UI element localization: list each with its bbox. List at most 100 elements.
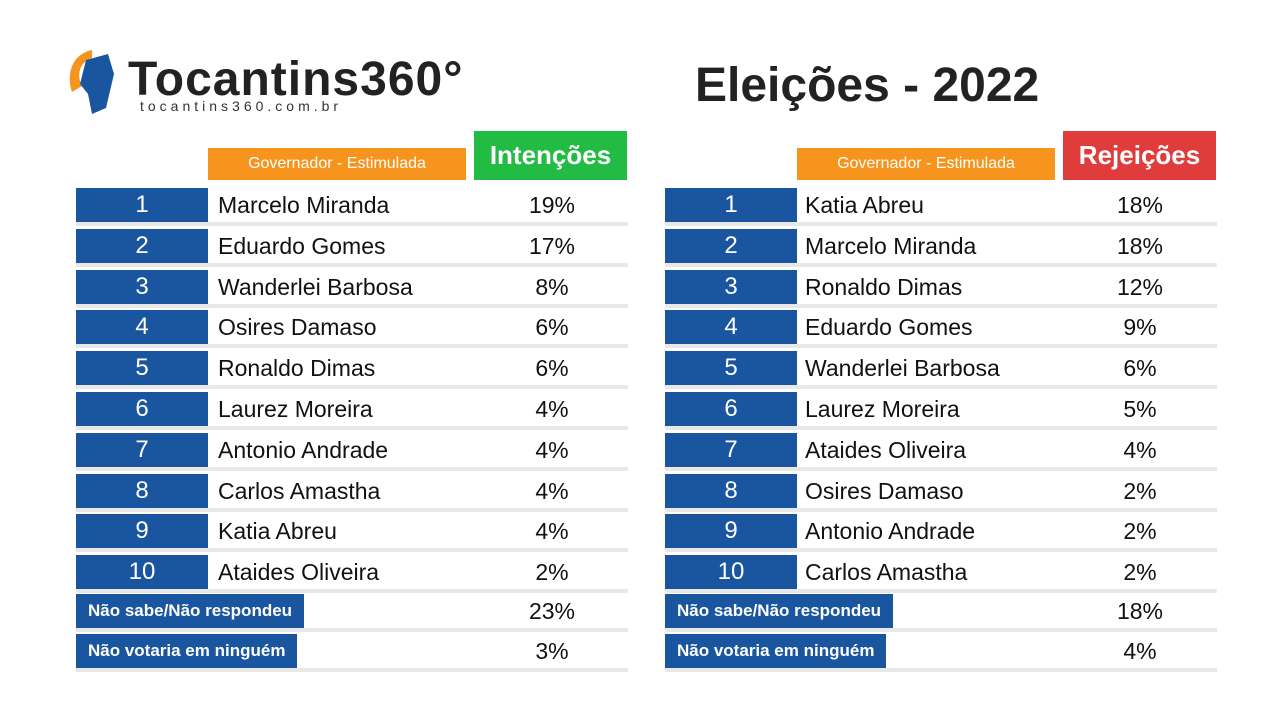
rank: 1	[76, 188, 208, 222]
percentage: 3%	[535, 638, 569, 664]
percentage: 6%	[1123, 355, 1157, 382]
rank: 9	[76, 514, 208, 549]
percentage: 5%	[1123, 396, 1157, 422]
extra-row: Não votaria em ninguém 4%	[665, 634, 1217, 672]
table-row: 10 Carlos Amastha 2%	[665, 555, 1217, 594]
candidate-name: Katia Abreu	[805, 192, 924, 218]
percentage: 4%	[535, 477, 569, 504]
table-row: 8 Carlos Amastha 4%	[76, 473, 628, 512]
extra-row: Não votaria em ninguém 3%	[76, 634, 628, 672]
rank: 9	[665, 514, 797, 549]
candidate-name: Ataides Oliveira	[805, 436, 967, 463]
logo: Tocantins360°	[128, 53, 464, 106]
table-row: 3 Ronaldo Dimas 12%	[665, 269, 1217, 308]
percentage: 4%	[1123, 638, 1157, 664]
table-row: 5 Ronaldo Dimas 6%	[76, 351, 628, 390]
percentage: 17%	[528, 232, 576, 259]
table-row: 5 Wanderlei Barbosa 6%	[665, 351, 1217, 390]
rank: 4	[665, 310, 797, 345]
candidate-name: Marcelo Miranda	[805, 232, 977, 259]
percentage: 18%	[1116, 598, 1164, 624]
rank: 6	[76, 392, 208, 426]
extra-row: Não sabe/Não respondeu 18%	[665, 594, 1217, 632]
candidate-name: Ataides Oliveira	[218, 559, 380, 586]
table-row: 4 Eduardo Gomes 9%	[665, 310, 1217, 349]
extra-label: Não sabe/Não respondeu	[665, 594, 894, 628]
rank: 8	[76, 473, 208, 508]
rank: 2	[665, 228, 797, 263]
table-row: 7 Antonio Andrade 4%	[76, 432, 628, 471]
table-row: 10 Ataides Oliveira 2%	[76, 555, 628, 594]
rank: 5	[665, 351, 797, 386]
candidate-name: Ronaldo Dimas	[218, 355, 376, 382]
rank: 1	[665, 188, 797, 222]
percentage: 18%	[1116, 192, 1164, 218]
extra-row: Não sabe/Não respondeu 23%	[76, 594, 628, 632]
extra-label: Não votaria em ninguém	[665, 634, 887, 668]
subtitle: Governador - Estimulada	[208, 148, 466, 180]
rank: 5	[76, 351, 208, 386]
rank: 10	[76, 555, 208, 590]
table-row: 6 Laurez Moreira 4%	[76, 392, 628, 430]
candidate-name: Antonio Andrade	[805, 518, 976, 545]
percentage: 6%	[535, 314, 569, 341]
candidate-name: Carlos Amastha	[218, 477, 381, 504]
percentage: 19%	[528, 192, 576, 218]
rank: 2	[76, 228, 208, 263]
candidate-name: Wanderlei Barbosa	[805, 355, 1000, 382]
percentage: 12%	[1116, 273, 1164, 300]
percentage: 4%	[535, 396, 569, 422]
table-row: 2 Marcelo Miranda 18%	[665, 228, 1217, 267]
rank: 6	[665, 392, 797, 426]
candidate-name: Osires Damaso	[805, 477, 964, 504]
candidate-name: Eduardo Gomes	[218, 232, 386, 259]
logo-icon	[69, 50, 114, 114]
rank: 3	[76, 269, 208, 304]
title: Eleições - 2022	[695, 59, 1040, 112]
percentage: 9%	[1123, 314, 1157, 341]
candidate-name: Ronaldo Dimas	[805, 273, 963, 300]
rank: 10	[665, 555, 797, 590]
percentage: 18%	[1116, 232, 1164, 259]
heading: Rejeições	[1063, 131, 1216, 180]
percentage: 23%	[528, 598, 576, 624]
percentage: 2%	[1123, 559, 1157, 586]
candidate-name: Wanderlei Barbosa	[218, 273, 413, 300]
percentage: 4%	[535, 518, 569, 545]
site: tocantins360.com.br	[140, 98, 343, 114]
percentage: 6%	[535, 355, 569, 382]
subtitle: Governador - Estimulada	[797, 148, 1055, 180]
table-row: 4 Osires Damaso 6%	[76, 310, 628, 349]
candidate-name: Marcelo Miranda	[218, 192, 390, 218]
percentage: 4%	[535, 436, 569, 463]
candidate-name: Katia Abreu	[218, 518, 337, 545]
percentage: 4%	[1123, 436, 1157, 463]
extra-label: Não sabe/Não respondeu	[76, 594, 305, 628]
rank: 4	[76, 310, 208, 345]
rank: 7	[665, 432, 797, 467]
table-row: 7 Ataides Oliveira 4%	[665, 432, 1217, 471]
percentage: 2%	[535, 559, 569, 586]
candidate-name: Osires Damaso	[218, 314, 377, 341]
table-row: 8 Osires Damaso 2%	[665, 473, 1217, 512]
table-row: 1 Katia Abreu 18%	[665, 188, 1217, 226]
percentage: 2%	[1123, 477, 1157, 504]
percentage: 8%	[535, 273, 569, 300]
rank: 8	[665, 473, 797, 508]
heading: Intenções	[474, 131, 627, 180]
candidate-name: Laurez Moreira	[218, 396, 373, 422]
table-row: 6 Laurez Moreira 5%	[665, 392, 1217, 430]
table-row: 9 Antonio Andrade 2%	[665, 514, 1217, 553]
table-row: 3 Wanderlei Barbosa 8%	[76, 269, 628, 308]
extra-label: Não votaria em ninguém	[76, 634, 298, 668]
table-row: 9 Katia Abreu 4%	[76, 514, 628, 553]
rank: 7	[76, 432, 208, 467]
percentage: 2%	[1123, 518, 1157, 545]
table-row: 1 Marcelo Miranda 19%	[76, 188, 628, 226]
candidate-name: Eduardo Gomes	[805, 314, 973, 341]
candidate-name: Antonio Andrade	[218, 436, 389, 463]
candidate-name: Laurez Moreira	[805, 396, 960, 422]
candidate-name: Carlos Amastha	[805, 559, 968, 586]
rank: 3	[665, 269, 797, 304]
